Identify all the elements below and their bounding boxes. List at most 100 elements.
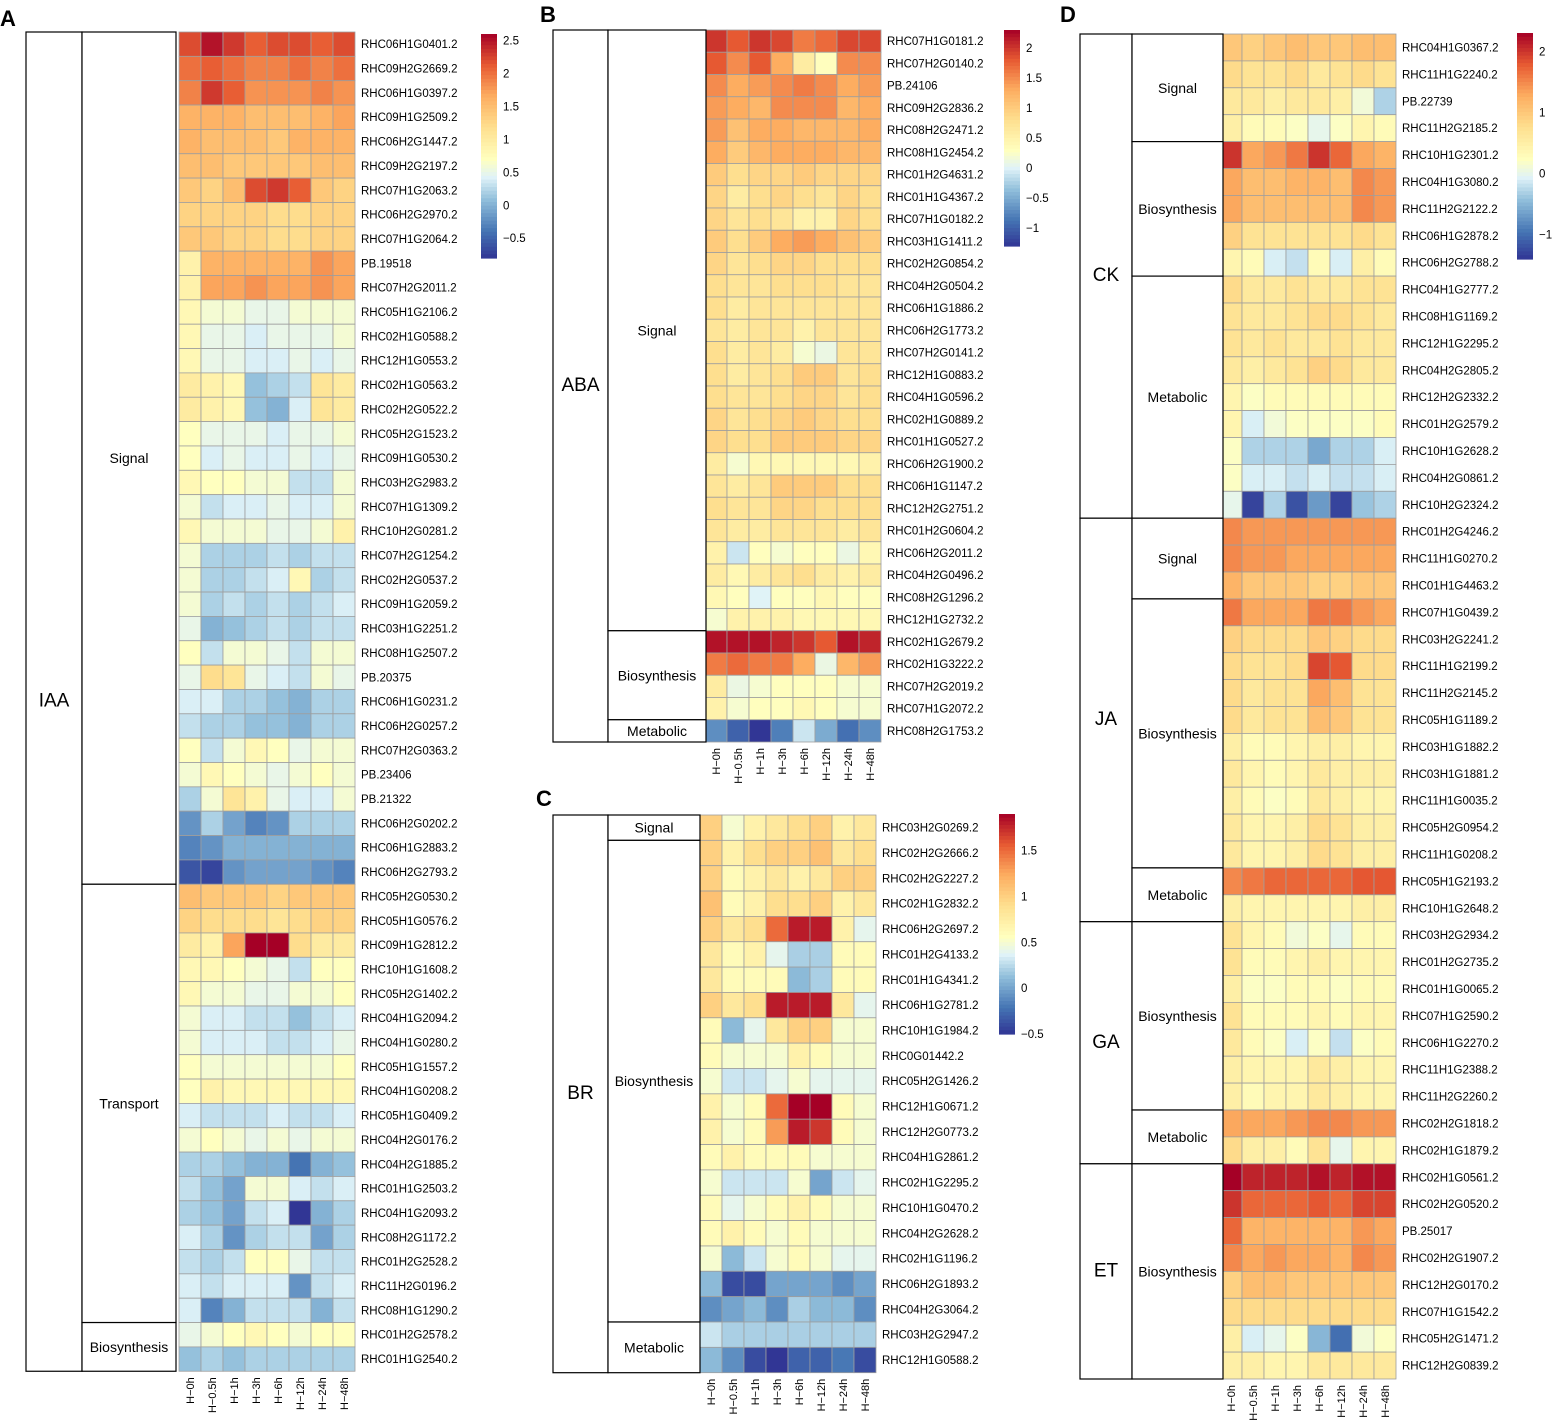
- gene-label: RHC12H1G0553.2: [361, 356, 458, 368]
- gene-label: RHC07H2G0363.2: [361, 745, 458, 757]
- colorbar-tick-label: −0.5: [1026, 193, 1049, 205]
- heatmap-cell: [1241, 598, 1265, 627]
- subgroup-label: Biosynthesis: [1138, 725, 1217, 741]
- heatmap-cell: [1241, 60, 1265, 89]
- gene-label: RHC05H1G1189.2: [1402, 715, 1498, 727]
- heatmap-cell: [1373, 1002, 1397, 1030]
- heatmap-cell: [288, 421, 312, 447]
- colorbar-segment: [481, 97, 497, 102]
- heatmap-cell: [200, 1127, 224, 1153]
- heatmap-cell: [178, 348, 202, 374]
- heatmap-cell: [770, 185, 794, 209]
- subgroup-label: Transport: [99, 1095, 159, 1111]
- heatmap-cell: [836, 630, 860, 654]
- gene-label: RHC04H1G2094.2: [361, 1013, 458, 1025]
- heatmap-cell: [1285, 894, 1309, 923]
- heatmap-cell: [743, 916, 767, 943]
- gene-label: RHC07H1G2063.2: [361, 185, 458, 197]
- heatmap-cell: [831, 1346, 855, 1374]
- heatmap-cell: [310, 956, 334, 983]
- heatmap-cell: [831, 839, 855, 867]
- heatmap-cell: [1351, 867, 1375, 896]
- heatmap-cell: [743, 1270, 767, 1298]
- heatmap-cell: [704, 318, 728, 342]
- heatmap-cell: [792, 207, 816, 231]
- heatmap-cell: [200, 104, 224, 130]
- heatmap-cell: [1263, 1028, 1287, 1057]
- panel-c-letter: C: [536, 786, 552, 811]
- heatmap-cell: [814, 163, 838, 187]
- heatmap-cell: [704, 140, 728, 164]
- heatmap-cell: [1373, 813, 1397, 842]
- heatmap-cell: [726, 96, 750, 120]
- colorbar-segment: [481, 134, 497, 140]
- heatmap-cell: [1351, 1324, 1375, 1353]
- colorbar-segment: [481, 127, 497, 132]
- heatmap-cell: [743, 1296, 767, 1323]
- heatmap-cell: [332, 956, 356, 983]
- group-label: ABA: [561, 375, 599, 396]
- heatmap-cell: [704, 519, 728, 543]
- heatmap-cell: [1373, 1055, 1397, 1084]
- colorbar-segment: [481, 78, 497, 84]
- heatmap-cell: [1373, 867, 1397, 896]
- gene-label: PB.20375: [361, 672, 412, 684]
- heatmap-cell: [699, 1346, 723, 1374]
- heatmap-cell: [721, 916, 745, 943]
- heatmap-cell: [1241, 463, 1265, 492]
- heatmap-cell: [178, 1297, 202, 1323]
- gene-label: RHC05H1G2106.2: [361, 307, 458, 319]
- colorbar-segment: [1517, 176, 1533, 181]
- heatmap-cell: [1373, 490, 1397, 519]
- gene-label: PB.21322: [361, 794, 412, 806]
- heatmap-cell: [809, 814, 833, 841]
- gene-label: RHC01H2G2528.2: [361, 1257, 458, 1269]
- colorbar-segment: [1517, 36, 1533, 42]
- heatmap-cell: [748, 452, 772, 476]
- heatmap-cell: [288, 445, 312, 471]
- heatmap-cell: [787, 941, 811, 968]
- colorbar-segment: [481, 112, 497, 117]
- heatmap-cell: [1263, 571, 1287, 600]
- heatmap-cell: [765, 1042, 789, 1069]
- heatmap-cell: [787, 1042, 811, 1069]
- heatmap-cell: [704, 407, 728, 431]
- heatmap-cell: [1241, 490, 1265, 519]
- heatmap-cell: [836, 519, 860, 543]
- colorbar-segment: [1517, 164, 1533, 170]
- gene-label: RHC11H2G2185.2: [1402, 123, 1498, 135]
- heatmap-cell: [310, 1200, 334, 1226]
- heatmap-cell: [726, 163, 750, 187]
- heatmap-cell: [1373, 544, 1397, 573]
- heatmap-cell: [288, 981, 312, 1007]
- heatmap-cell: [244, 1054, 268, 1080]
- heatmap-cell: [1263, 33, 1287, 62]
- heatmap-cell: [1241, 356, 1265, 385]
- gene-label: RHC03H1G1881.2: [1402, 769, 1499, 781]
- group-label: BR: [567, 1083, 593, 1104]
- heatmap-cell: [1329, 786, 1353, 815]
- heatmap-cell: [1285, 1002, 1309, 1030]
- heatmap-cell: [1241, 1217, 1265, 1245]
- gene-label: RHC04H2G0176.2: [361, 1135, 458, 1147]
- heatmap-cell: [310, 250, 334, 276]
- colorbar-segment: [481, 228, 497, 233]
- panel-d-letter: D: [1060, 2, 1076, 27]
- heatmap-cell: [288, 494, 312, 520]
- heatmap-cell: [765, 890, 789, 917]
- heatmap-cell: [765, 966, 789, 993]
- gene-label: RHC07H2G0140.2: [887, 58, 984, 70]
- heatmap-cell: [310, 1029, 334, 1056]
- heatmap-cell: [244, 31, 268, 57]
- gene-label: RHC08H2G1753.2: [887, 726, 984, 738]
- gene-label: RHC02H2G0520.2: [1402, 1199, 1499, 1211]
- heatmap-cell: [699, 992, 723, 1019]
- heatmap-cell: [288, 1322, 312, 1348]
- heatmap-cell: [765, 814, 789, 841]
- heatmap-cell: [200, 786, 224, 812]
- subgroup-box: [81, 883, 177, 1324]
- heatmap-cell: [704, 563, 728, 587]
- heatmap-cell: [831, 1194, 855, 1222]
- heatmap-cell: [1285, 410, 1309, 438]
- colorbar-segment: [1004, 138, 1020, 143]
